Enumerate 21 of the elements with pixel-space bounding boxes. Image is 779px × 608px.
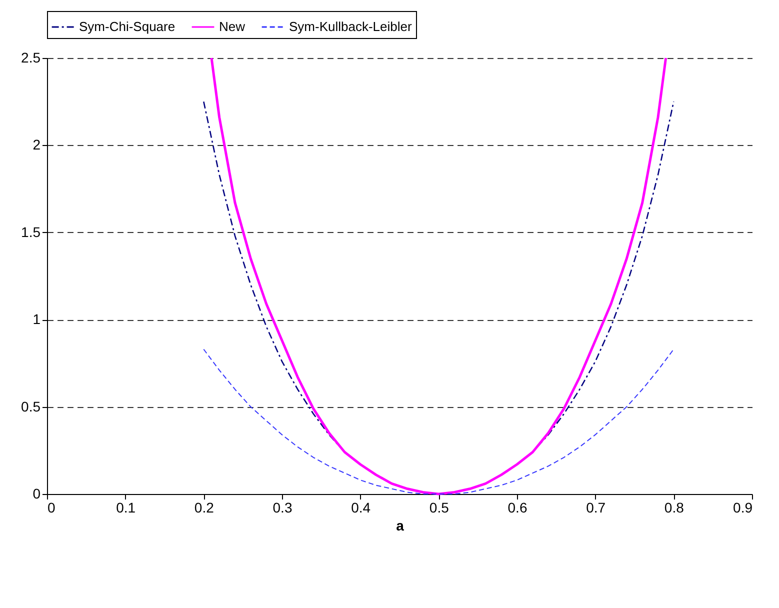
x-axis-title: a — [396, 518, 404, 534]
x-tick-label: 0.5 — [429, 500, 450, 516]
x-tick-label: 0.9 — [733, 500, 753, 516]
x-tick-label: 0.4 — [351, 500, 371, 516]
y-tick-label: 0 — [32, 486, 41, 502]
x-tick-label: 0.3 — [272, 500, 292, 516]
x-tick-label: 0.8 — [664, 500, 684, 516]
x-tick-label: 0 — [48, 500, 56, 516]
line-series — [203, 348, 674, 494]
y-tick-label: 2 — [32, 136, 41, 153]
x-tick-label: 0.1 — [116, 500, 136, 516]
x-tick-label: 0.7 — [586, 500, 606, 516]
legend-label: Sym-Chi-Square — [79, 19, 176, 34]
y-tick-label: 2.5 — [21, 50, 41, 66]
x-tick-label: 0.2 — [194, 500, 214, 516]
x-tick-label: 0.6 — [508, 500, 528, 516]
y-tick-label: 1 — [32, 311, 41, 328]
y-tick-label: 0.5 — [21, 398, 41, 414]
legend-label: Sym-Kullback-Leibler — [289, 19, 412, 34]
legend-label: New — [219, 19, 246, 34]
y-tick-label: 1.5 — [21, 224, 41, 240]
